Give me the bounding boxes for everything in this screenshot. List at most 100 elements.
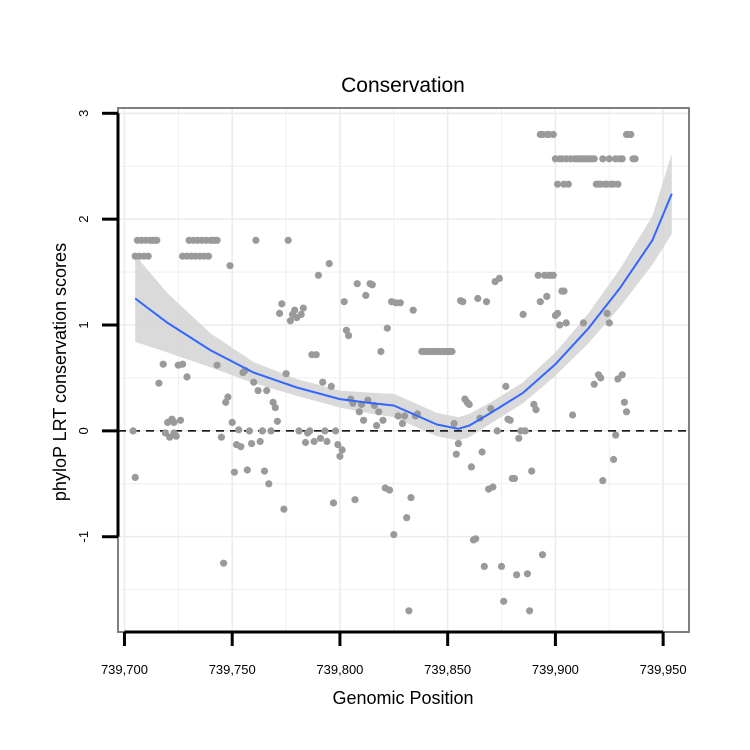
x-tick-label: 739,900: [532, 662, 579, 677]
data-point: [301, 438, 310, 447]
data-point: [401, 412, 409, 420]
data-point: [521, 427, 529, 435]
data-point: [513, 571, 521, 579]
data-point: [502, 382, 510, 390]
data-point: [538, 551, 547, 559]
data-point: [474, 294, 482, 303]
data-point: [506, 416, 514, 424]
data-point: [144, 252, 152, 260]
data-point: [478, 448, 486, 456]
data-point: [515, 434, 523, 442]
data-point: [306, 427, 314, 435]
data-point: [213, 361, 221, 369]
data-point: [280, 505, 288, 513]
data-point: [398, 419, 406, 428]
x-axis-label: Genomic Position: [332, 688, 473, 708]
data-point: [373, 422, 381, 430]
data-point: [345, 332, 353, 340]
data-point: [254, 387, 262, 395]
data-point: [407, 494, 415, 502]
data-point: [319, 378, 327, 386]
data-point: [605, 319, 613, 327]
data-point: [172, 432, 180, 440]
data-point: [340, 298, 348, 306]
data-point: [360, 416, 368, 424]
data-point: [217, 433, 225, 441]
data-point: [579, 319, 588, 327]
data-point: [329, 499, 338, 507]
data-point: [183, 373, 191, 381]
data-point: [549, 271, 557, 279]
data-point: [235, 426, 243, 434]
y-tick-label: -1: [76, 531, 91, 543]
data-point: [297, 310, 305, 318]
data-point: [622, 408, 631, 416]
data-point: [534, 271, 542, 279]
data-point: [176, 416, 185, 424]
data-point: [220, 559, 228, 567]
y-tick-label: 0: [76, 427, 91, 434]
data-point: [394, 412, 402, 420]
y-tick-label: 3: [76, 110, 91, 117]
data-point: [519, 310, 527, 318]
data-point: [286, 317, 294, 325]
data-point: [323, 437, 331, 446]
data-point: [282, 370, 290, 378]
data-point: [590, 155, 598, 163]
data-point: [562, 319, 570, 327]
data-point: [472, 535, 480, 543]
data-point: [627, 130, 635, 139]
data-point: [245, 427, 253, 435]
data-point: [351, 496, 359, 504]
data-point: [385, 486, 394, 494]
chart-title: Conservation: [341, 74, 465, 97]
data-point: [355, 408, 363, 416]
data-point: [368, 281, 376, 289]
data-point: [405, 607, 413, 615]
data-point: [153, 236, 161, 244]
data-point: [314, 271, 322, 279]
x-tick-label: 739,700: [101, 662, 148, 677]
data-point: [448, 347, 456, 356]
data-point: [493, 427, 501, 435]
x-tick-label: 739,750: [209, 662, 256, 677]
data-point: [569, 411, 577, 419]
data-point: [295, 427, 303, 435]
data-point: [564, 180, 572, 188]
data-point: [560, 287, 568, 295]
data-point: [605, 155, 613, 163]
data-point: [224, 393, 232, 401]
data-point: [252, 236, 260, 244]
data-point: [459, 298, 467, 306]
data-point: [299, 304, 307, 312]
data-point: [450, 419, 458, 428]
data-point: [465, 400, 473, 408]
data-point: [336, 452, 344, 460]
data-point: [409, 306, 417, 314]
data-point: [278, 300, 286, 308]
data-point: [204, 252, 213, 260]
data-point: [179, 360, 187, 368]
data-point: [536, 298, 544, 306]
data-point: [452, 450, 460, 458]
data-point: [312, 351, 320, 359]
data-point: [250, 378, 258, 386]
data-point: [213, 236, 221, 244]
data-point: [523, 570, 532, 578]
data-point: [273, 417, 281, 425]
data-point: [631, 155, 639, 163]
data-point: [271, 404, 279, 412]
data-point: [597, 374, 605, 382]
data-point: [243, 466, 251, 474]
data-point: [396, 299, 404, 307]
data-point: [554, 309, 562, 317]
data-point: [170, 418, 178, 426]
data-point: [332, 427, 340, 435]
data-point: [489, 483, 497, 491]
data-point: [260, 467, 269, 475]
y-axis-label: phyloP LRT conservation scores: [50, 243, 70, 501]
data-point: [467, 463, 475, 471]
data-point: [526, 607, 534, 615]
data-point: [383, 324, 391, 332]
data-point: [263, 387, 271, 395]
